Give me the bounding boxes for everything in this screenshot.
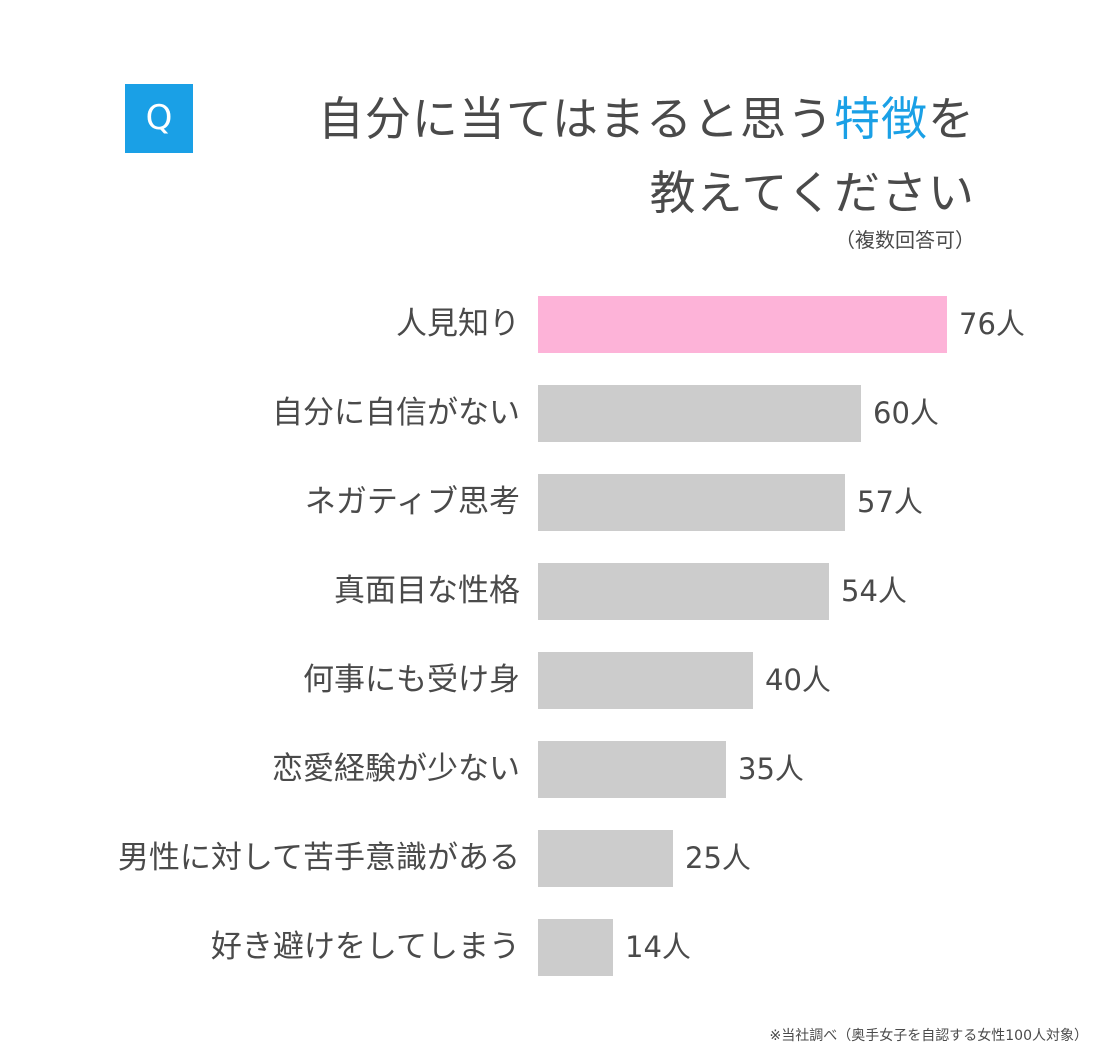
- bar: [538, 296, 947, 353]
- category-label: ネガティブ思考: [304, 484, 520, 520]
- title-text: 自分に当てはまると思う: [317, 92, 834, 146]
- footnote: ※当社調べ（奥手女子を自認する女性100人対象）: [769, 1028, 1088, 1044]
- chart-row: 男性に対して苦手意識がある 25人: [0, 830, 1100, 887]
- category-label: 男性に対して苦手意識がある: [117, 840, 520, 876]
- chart-title-line2: 教えてください: [649, 166, 975, 220]
- category-label: 真面目な性格: [334, 573, 520, 609]
- bar: [538, 385, 861, 442]
- value-label: 57人: [857, 485, 923, 519]
- value-label: 40人: [765, 663, 831, 697]
- category-label: 自分に自信がない: [272, 395, 520, 431]
- title-accent: 特徴: [834, 92, 928, 146]
- chart-row: ネガティブ思考 57人: [0, 474, 1100, 531]
- bar: [538, 830, 673, 887]
- bar: [538, 474, 845, 531]
- value-label: 76人: [959, 307, 1025, 341]
- value-label: 25人: [685, 841, 751, 875]
- value-label: 35人: [738, 752, 804, 786]
- value-label: 60人: [873, 396, 939, 430]
- chart-row: 好き避けをしてしまう 14人: [0, 919, 1100, 976]
- bar: [538, 563, 829, 620]
- chart-row: 真面目な性格 54人: [0, 563, 1100, 620]
- category-label: 好き避けをしてしまう: [210, 929, 520, 965]
- chart-row: 何事にも受け身 40人: [0, 652, 1100, 709]
- chart-title-line1: 自分に当てはまると思う特徴を: [318, 96, 975, 142]
- bar: [538, 919, 613, 976]
- category-label: 恋愛経験が少ない: [272, 751, 520, 787]
- value-label: 14人: [625, 930, 691, 964]
- q-badge: Q: [125, 84, 193, 153]
- multiple-answers-note: （複数回答可）: [835, 228, 975, 252]
- value-label: 54人: [841, 574, 907, 608]
- bar: [538, 741, 726, 798]
- category-label: 何事にも受け身: [303, 662, 520, 698]
- chart-row: 人見知り 76人: [0, 296, 1100, 353]
- title-end: を: [928, 92, 975, 146]
- bar-chart: 人見知り 76人自分に自信がない 60人ネガティブ思考 57人真面目な性格 54人何事に…: [0, 296, 1100, 986]
- bar: [538, 652, 753, 709]
- chart-row: 恋愛経験が少ない 35人: [0, 741, 1100, 798]
- chart-row: 自分に自信がない 60人: [0, 385, 1100, 442]
- category-label: 人見知り: [396, 306, 520, 342]
